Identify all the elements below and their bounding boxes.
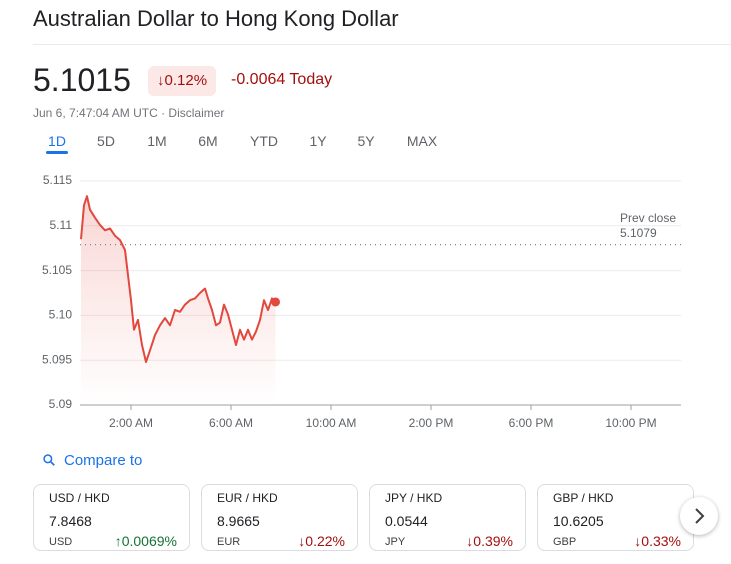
pair: JPY / HKD — [385, 491, 443, 505]
change: ↓0.39% — [466, 533, 513, 549]
x-tick-label: 6:00 PM — [509, 416, 554, 430]
disclaimer-link[interactable]: Disclaimer — [168, 106, 225, 120]
change-today: -0.0064 Today — [231, 71, 333, 88]
tab[interactable]: 6M — [198, 133, 218, 149]
y-tick-label: 5.115 — [43, 173, 72, 187]
line — [80, 195, 277, 363]
chart: 5.115 5.11 5.105 5.10 5.095 5.09 2:00 AM 6:00 A… — [42, 173, 681, 430]
tab[interactable]: YTD — [250, 133, 278, 149]
currency: USD — [49, 536, 73, 548]
chevron-icon — [695, 508, 705, 524]
rate: 8.9665 — [217, 513, 260, 529]
x-tick-label: 2:00 PM — [409, 416, 454, 430]
search-icon — [43, 454, 55, 466]
currency: GBP — [553, 536, 577, 548]
title: Australian Dollar to Hong Kong Dollar — [33, 6, 399, 31]
compare-button[interactable]: Compare to — [42, 452, 142, 469]
rate: 10.6205 — [553, 513, 604, 529]
tab[interactable]: 5Y — [357, 133, 375, 149]
currency: EUR — [217, 536, 241, 548]
tab[interactable]: 5D — [97, 133, 115, 149]
price: 5.1015 — [33, 62, 131, 98]
tab[interactable]: 1M — [147, 133, 167, 149]
x-tick-label: 10:00 PM — [605, 416, 656, 430]
change: ↓0.22% — [298, 533, 345, 549]
y-tick-label: 5.105 — [42, 263, 72, 277]
compare-label: Compare to — [64, 452, 143, 469]
tab[interactable]: MAX — [406, 133, 438, 149]
currency: JPY — [385, 536, 406, 548]
y-tick-label: 5.10 — [49, 308, 73, 322]
tab[interactable]: 1D — [48, 133, 66, 149]
y-tick-label: 5.11 — [50, 218, 73, 232]
currency-card[interactable]: EUR / HKD 8.9665 EUR ↓0.22% — [201, 484, 358, 551]
timestamp: Jun 6, 7:47:04 AM UTC · Disclaimer — [33, 106, 224, 120]
rate: 7.8468 — [49, 513, 92, 529]
currency-card[interactable]: JPY / HKD 0.0544 JPY ↓0.39% — [369, 484, 526, 551]
pair: EUR / HKD — [217, 491, 278, 505]
next-button[interactable] — [680, 497, 718, 535]
change-percent: ↓0.12% — [148, 66, 217, 96]
tab[interactable]: 1Y — [309, 133, 327, 149]
timestamp-text: Jun 6, 7:47:04 AM UTC · — [33, 106, 166, 120]
pair: GBP / HKD — [553, 491, 614, 505]
rate: 0.0544 — [385, 513, 428, 529]
change: ↓0.33% — [634, 533, 681, 549]
currency-card[interactable]: USD / HKD 7.8468 USD ↑0.0069% — [33, 484, 190, 551]
change: ↑0.0069% — [114, 533, 177, 549]
tab-underline — [46, 151, 68, 154]
pair: USD / HKD — [49, 491, 110, 505]
y-tick-label: 5.095 — [42, 352, 72, 366]
area — [81, 196, 276, 405]
y-tick-label: 5.09 — [49, 397, 73, 411]
prev-close-label: Prev close — [620, 211, 676, 225]
divider — [33, 44, 731, 45]
x-tick-label: 10:00 AM — [306, 416, 357, 430]
x-tick-label: 2:00 AM — [109, 416, 153, 430]
currency-card[interactable]: GBP / HKD 10.6205 GBP ↓0.33% — [537, 484, 694, 551]
prev-close-value: 5.1079 — [620, 226, 657, 240]
x-tick-label: 6:00 AM — [209, 416, 253, 430]
last-point — [271, 297, 280, 307]
